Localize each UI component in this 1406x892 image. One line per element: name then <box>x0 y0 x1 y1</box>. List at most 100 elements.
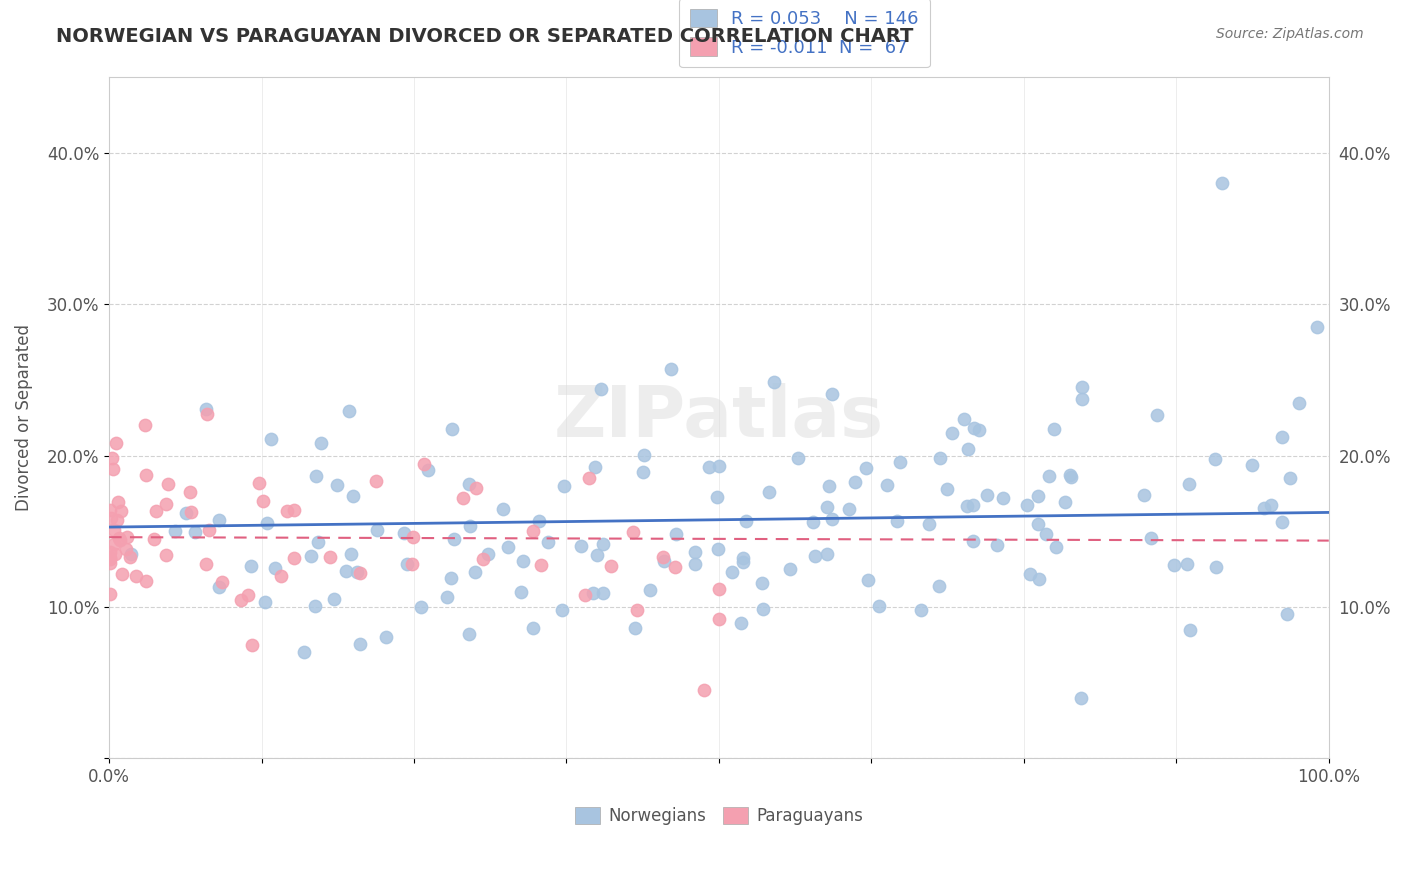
Point <box>953 412 976 426</box>
Point <box>512 554 534 568</box>
Point <box>956 442 979 456</box>
Point <box>683 558 706 572</box>
Point <box>817 479 839 493</box>
Point <box>464 565 486 579</box>
Point <box>276 504 298 518</box>
Point <box>1271 430 1294 444</box>
Point <box>396 557 419 571</box>
Point <box>401 557 423 571</box>
Point <box>1288 396 1310 410</box>
Point <box>125 569 148 583</box>
Point <box>270 569 292 583</box>
Point <box>323 592 346 607</box>
Point <box>993 491 1015 505</box>
Point <box>986 538 1008 552</box>
Point <box>135 468 157 483</box>
Point <box>730 616 752 631</box>
Point <box>652 554 675 568</box>
Point <box>758 484 780 499</box>
Point <box>752 601 775 615</box>
Point <box>1015 498 1038 512</box>
Point <box>838 502 860 516</box>
Point <box>1019 567 1042 582</box>
Point <box>1043 422 1066 436</box>
Point <box>342 489 364 503</box>
Point <box>142 532 165 546</box>
Point <box>1277 607 1299 622</box>
Point <box>733 551 755 566</box>
Point <box>208 580 231 594</box>
Point <box>104 547 127 561</box>
Point <box>180 505 202 519</box>
Point <box>254 595 277 609</box>
Point <box>197 407 219 421</box>
Point <box>640 583 662 598</box>
Point <box>941 426 963 441</box>
Point <box>114 542 136 557</box>
Point <box>174 506 197 520</box>
Point <box>1045 540 1067 554</box>
Point <box>962 421 984 435</box>
Point <box>967 423 990 437</box>
Point <box>928 579 950 593</box>
Point <box>100 510 122 524</box>
Point <box>366 524 388 538</box>
Point <box>962 498 984 512</box>
Point <box>1279 471 1302 485</box>
Point <box>1260 498 1282 512</box>
Point <box>471 552 494 566</box>
Point <box>326 477 349 491</box>
Point <box>247 475 270 490</box>
Point <box>117 530 139 544</box>
Point <box>1038 469 1060 483</box>
Point <box>1140 531 1163 545</box>
Point <box>1271 515 1294 529</box>
Point <box>155 498 177 512</box>
Point <box>252 493 274 508</box>
Point <box>436 590 458 604</box>
Point <box>104 435 127 450</box>
Point <box>817 500 839 515</box>
Point <box>935 482 957 496</box>
Point <box>697 459 720 474</box>
Point <box>208 513 231 527</box>
Point <box>787 451 810 466</box>
Point <box>264 561 287 575</box>
Point <box>211 575 233 590</box>
Point <box>592 537 614 551</box>
Point <box>458 518 481 533</box>
Point <box>706 490 728 504</box>
Point <box>592 586 614 600</box>
Point <box>111 566 134 581</box>
Point <box>98 502 121 516</box>
Point <box>551 603 574 617</box>
Point <box>707 541 730 556</box>
Point <box>779 562 801 576</box>
Y-axis label: Divorced or Separated: Divorced or Separated <box>15 325 32 511</box>
Point <box>349 566 371 581</box>
Point <box>453 491 475 506</box>
Point <box>103 523 125 537</box>
Point <box>574 588 596 602</box>
Point <box>586 548 609 562</box>
Point <box>256 516 278 530</box>
Point <box>599 558 621 573</box>
Point <box>364 475 387 489</box>
Point <box>238 588 260 602</box>
Point <box>440 571 463 585</box>
Point <box>1204 452 1226 467</box>
Point <box>346 566 368 580</box>
Point <box>929 450 952 465</box>
Point <box>868 599 890 613</box>
Point <box>1035 527 1057 541</box>
Point <box>413 457 436 471</box>
Point <box>583 460 606 475</box>
Point <box>305 469 328 483</box>
Point <box>374 630 396 644</box>
Point <box>1133 488 1156 502</box>
Point <box>101 462 124 476</box>
Point <box>661 361 683 376</box>
Point <box>844 475 866 490</box>
Point <box>1240 458 1263 473</box>
Point <box>886 514 908 528</box>
